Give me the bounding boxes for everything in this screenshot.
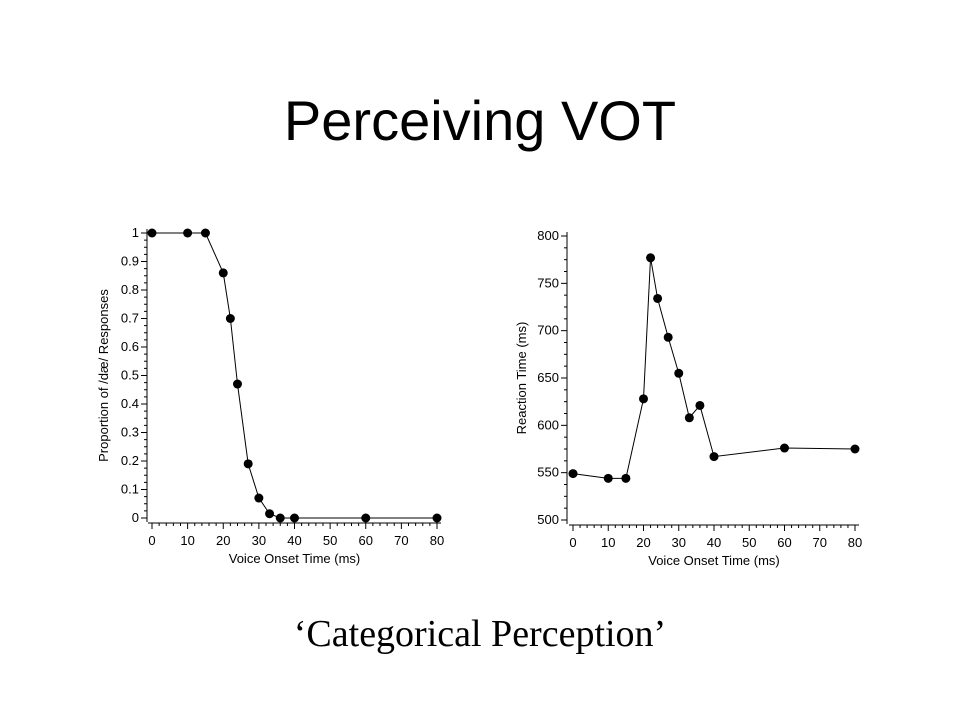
- data-point: [568, 469, 578, 479]
- slide-title: Perceiving VOT: [283, 89, 677, 152]
- data-point: [603, 473, 613, 483]
- x-tick-label: 70: [394, 533, 408, 548]
- series-line: [572, 257, 856, 479]
- data-point: [663, 332, 673, 342]
- y-tick-label: 600: [537, 417, 559, 432]
- y-tick-label: 0.6: [121, 339, 139, 354]
- y-tick-label: 0: [132, 510, 139, 525]
- x-tick-label: 80: [848, 535, 862, 550]
- data-point: [183, 228, 193, 238]
- data-point: [653, 293, 663, 303]
- data-point: [243, 459, 253, 469]
- data-point: [265, 509, 275, 519]
- x-tick-label: 10: [601, 535, 615, 550]
- y-tick-label: 700: [537, 323, 559, 338]
- x-tick-label: 10: [180, 533, 194, 548]
- x-axis-title: Voice Onset Time (ms): [229, 551, 360, 566]
- y-tick-label: 500: [537, 512, 559, 527]
- x-tick-label: 50: [323, 533, 337, 548]
- x-tick-label: 30: [672, 535, 686, 550]
- data-point: [850, 444, 860, 454]
- x-tick-label: 40: [707, 535, 721, 550]
- y-tick-label: 0.4: [121, 396, 139, 411]
- data-point: [684, 413, 694, 423]
- data-point: [646, 253, 656, 263]
- data-point: [432, 513, 442, 523]
- y-tick-label: 0.2: [121, 453, 139, 468]
- data-point: [361, 513, 371, 523]
- data-point: [290, 513, 299, 523]
- y-tick-label: 0.3: [121, 425, 139, 440]
- y-tick-label: 0.8: [121, 282, 139, 297]
- y-tick-label: 1: [132, 225, 139, 240]
- x-tick-label: 40: [287, 533, 301, 548]
- y-tick-label: 800: [537, 228, 559, 243]
- y-axis-title: Reaction Time (ms): [514, 322, 529, 435]
- data-point: [780, 443, 789, 453]
- data-point: [147, 228, 157, 238]
- data-point: [621, 473, 631, 483]
- y-tick-label: 650: [537, 370, 559, 385]
- data-point: [275, 513, 285, 523]
- x-tick-label: 30: [252, 533, 266, 548]
- data-point: [709, 452, 719, 462]
- data-point: [233, 379, 242, 389]
- x-tick-label: 60: [777, 535, 791, 550]
- x-tick-label: 80: [430, 533, 444, 548]
- data-point: [674, 368, 684, 378]
- y-tick-label: 0.9: [121, 254, 139, 269]
- data-point: [254, 493, 264, 503]
- x-tick-label: 50: [742, 535, 756, 550]
- x-axis-title: Voice Onset Time (ms): [648, 553, 779, 568]
- y-tick-label: 750: [537, 275, 559, 290]
- x-tick-label: 0: [148, 533, 155, 548]
- data-point: [225, 314, 235, 323]
- x-tick-label: 0: [569, 535, 576, 550]
- x-tick-label: 20: [216, 533, 230, 548]
- slide-caption: ‘Categorical Perception’: [293, 613, 667, 655]
- data-point: [695, 400, 705, 410]
- y-tick-label: 550: [537, 465, 559, 480]
- y-tick-label: 0.7: [121, 311, 139, 326]
- x-tick-label: 70: [813, 535, 827, 550]
- y-tick-label: 0.1: [121, 482, 139, 497]
- x-tick-label: 60: [359, 533, 373, 548]
- x-tick-label: 20: [636, 535, 650, 550]
- data-point: [639, 394, 648, 404]
- y-axis-title: Proportion of /dæ/ Responses: [96, 289, 111, 462]
- y-tick-label: 0.5: [121, 368, 139, 383]
- data-point: [200, 228, 210, 238]
- data-point: [218, 268, 228, 278]
